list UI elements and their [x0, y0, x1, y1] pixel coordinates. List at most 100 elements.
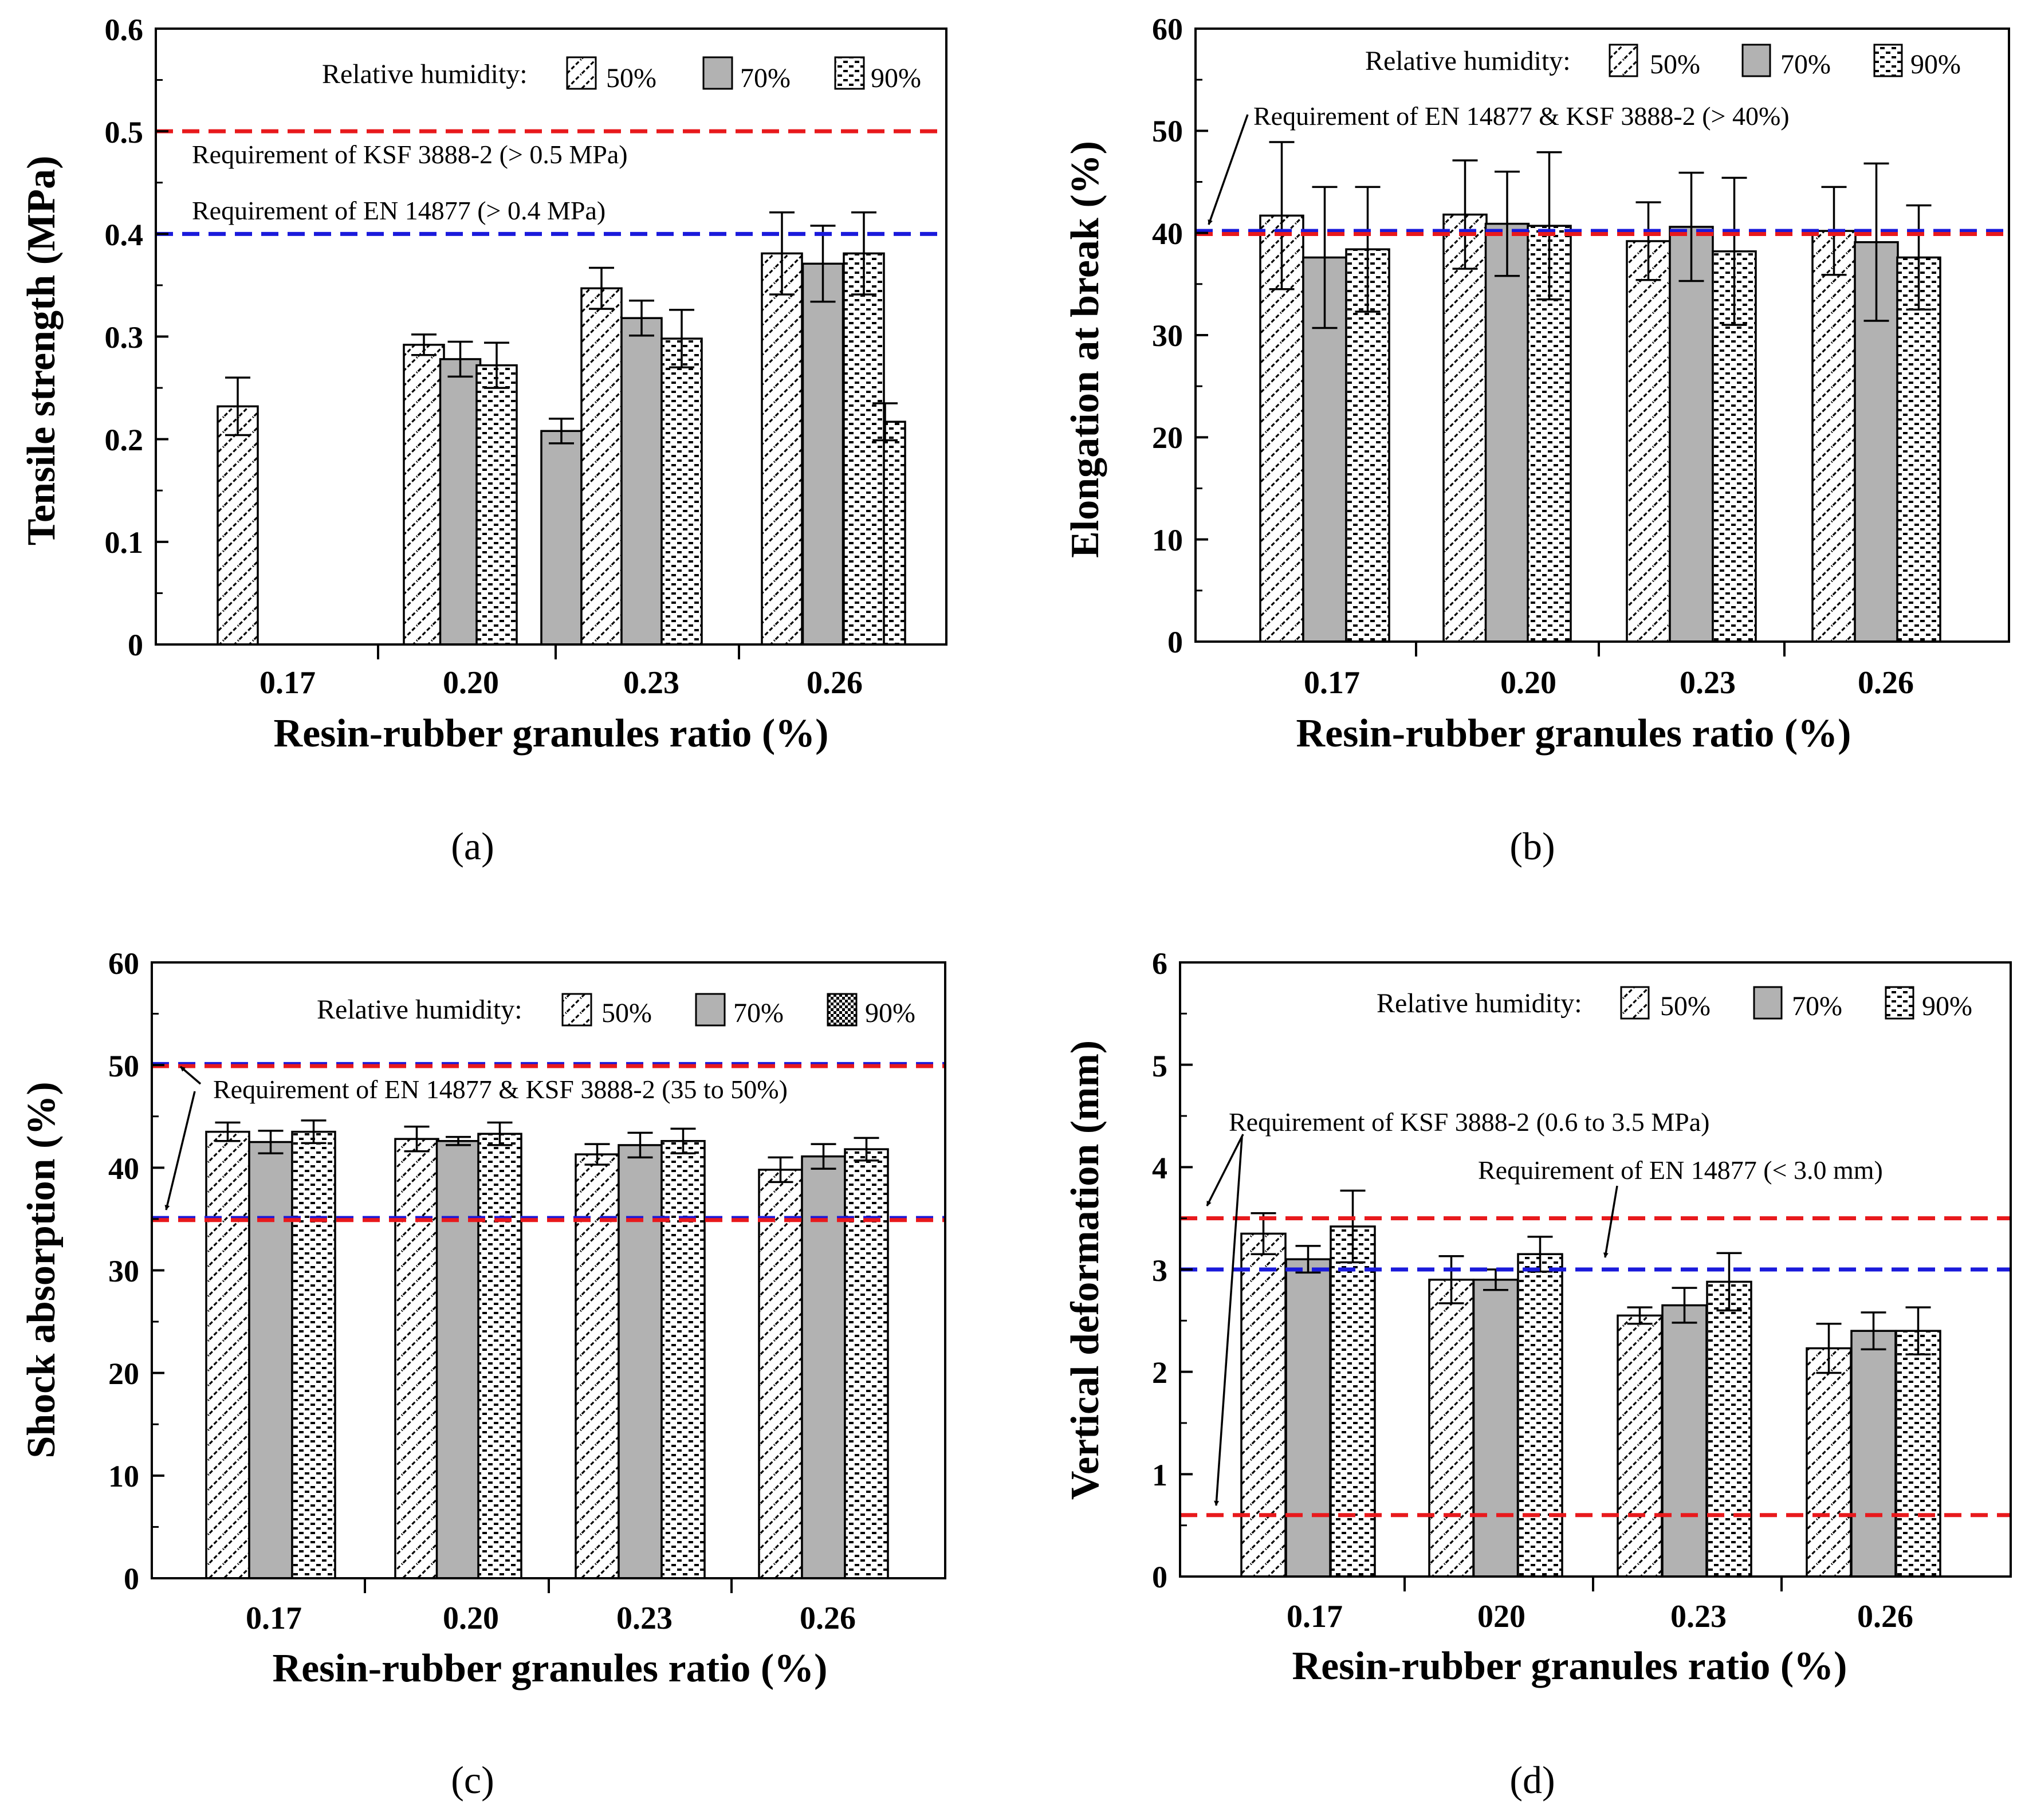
bar-0.26-70%	[801, 262, 844, 646]
panel-a-bars	[217, 252, 906, 646]
bar-0.23-50%	[1626, 240, 1671, 643]
y-tick-label: 2	[1152, 1355, 1167, 1390]
error-bar	[627, 1131, 653, 1159]
error-bar	[215, 1121, 241, 1142]
bar-0.20-50%	[394, 1138, 439, 1579]
panel-c-caption: (c)	[451, 1758, 494, 1802]
panel-d-annotation-arrow-upper	[1206, 1134, 1244, 1206]
y-tick-label: 0	[1152, 1560, 1167, 1594]
bar-0.20-90%	[475, 364, 518, 646]
bar-0.17-90%	[291, 1130, 336, 1579]
y-tick-label: 20	[108, 1357, 139, 1391]
error-bar	[1672, 1287, 1697, 1324]
error-bar	[669, 309, 694, 368]
legend-title: Relative humidity:	[1365, 46, 1571, 76]
error-bar	[1527, 1236, 1553, 1273]
error-bar	[1627, 1306, 1653, 1325]
panel-a-x-axis-label: Resin-rubber granules ratio (%)	[274, 712, 829, 756]
x-tick-label: 0.23	[1670, 1599, 1727, 1634]
legend-swatch-90	[1885, 986, 1914, 1020]
x-tick-label: 020	[1477, 1599, 1525, 1634]
error-bar	[1816, 1322, 1842, 1374]
panel-c-reference-lines	[152, 1062, 945, 1222]
panel-d-legend: Relative humidity: 50% 70% 90%	[1377, 986, 1972, 1021]
bar-0.26-90%	[843, 252, 885, 646]
panel-d-annotation-ksf: Requirement of KSF 3888-2 (0.6 to 3.5 MP…	[1229, 1107, 1709, 1137]
error-bar	[1438, 1255, 1464, 1304]
legend-label: 50%	[601, 998, 652, 1028]
legend-title: Relative humidity:	[317, 994, 522, 1025]
panel-b-x-axis-label: Resin-rubber granules ratio (%)	[1296, 712, 1851, 756]
panel-a-annotation-ksf: Requirement of KSF 3888-2 (> 0.5 MPa)	[192, 140, 628, 169]
bar-0.17-50%	[1240, 1232, 1287, 1578]
legend-swatch-50	[566, 56, 597, 90]
error-bar	[811, 1143, 836, 1170]
error-bar	[1269, 141, 1295, 290]
error-bar	[1295, 1245, 1321, 1274]
y-tick-label: 50	[1152, 114, 1183, 148]
bar-0.26-50%	[1806, 1347, 1852, 1578]
x-tick-label: 0.17	[1287, 1599, 1343, 1634]
legend-label: 70%	[740, 63, 791, 93]
y-tick-label: 0	[1167, 625, 1183, 659]
panel-b-axis-ticks	[1196, 27, 1786, 657]
panel-a-error-bars	[225, 211, 898, 445]
y-tick-label: 3	[1152, 1253, 1167, 1288]
error-bar	[301, 1119, 327, 1145]
error-bar	[1635, 201, 1661, 281]
error-bar	[1312, 186, 1338, 329]
x-tick-label: 0.20	[443, 665, 499, 701]
error-bar	[584, 1143, 610, 1166]
legend-label: 50%	[1660, 991, 1711, 1021]
legend-swatch-90	[834, 56, 865, 90]
legend-label: 90%	[871, 63, 921, 93]
panel-c-y-axis-label: Shock absorption (%)	[19, 1082, 64, 1458]
bar-0.23-70%	[620, 317, 663, 646]
panel-b-x-tick-labels: 0.17 0.20 0.23 0.26	[1304, 665, 1914, 701]
y-tick-label: 10	[1152, 523, 1183, 557]
panel-c-x-axis-label: Resin-rubber granules ratio (%)	[273, 1646, 828, 1691]
panel-c: 0 10 20 30 40 50 60 0.17 0.20 0.23 0.26 …	[19, 946, 946, 1802]
bar-0.23-70%	[1661, 1304, 1708, 1578]
bar-0.26-90%	[1896, 256, 1941, 643]
x-tick-label: 0.23	[623, 665, 679, 701]
y-tick-label: 6	[1152, 946, 1167, 981]
error-bar	[589, 266, 614, 310]
panel-d-bars	[1240, 1225, 1941, 1578]
bar-0.23-50%	[1617, 1314, 1663, 1578]
error-bar	[629, 300, 654, 337]
panel-c-bars	[205, 1130, 889, 1579]
y-tick-label: 40	[1152, 217, 1183, 251]
bar-0.23-50%	[580, 287, 623, 646]
legend-swatch-70	[702, 56, 733, 90]
y-tick-label: 0.3	[105, 320, 144, 355]
legend-label: 90%	[865, 998, 915, 1028]
x-tick-label: 0.26	[800, 1601, 856, 1636]
bar-0.20-70%	[1484, 222, 1530, 643]
error-bar	[1340, 1189, 1366, 1264]
panel-d-caption: (d)	[1509, 1758, 1555, 1802]
panel-d-reference-lines	[1180, 1216, 2011, 1518]
panel-d: 0 1 2 3 4 5 6 0.17 020 0.23 0.26 Vertica…	[1063, 946, 2012, 1802]
legend-swatch-90	[827, 993, 858, 1027]
error-bar	[1495, 170, 1520, 277]
bar-0.20-90%	[477, 1133, 522, 1579]
y-tick-label: 0.6	[105, 13, 144, 47]
error-bar	[404, 1125, 430, 1153]
legend-title: Relative humidity:	[322, 59, 528, 89]
bar-020-90%	[1517, 1253, 1563, 1578]
error-bar	[258, 1130, 284, 1154]
error-bar	[1355, 186, 1381, 313]
x-tick-label: 0.26	[1857, 1599, 1913, 1634]
legend-title: Relative humidity:	[1377, 988, 1582, 1019]
panel-d-y-axis-label: Vertical deformation (mm)	[1063, 1040, 1107, 1500]
bar-0.26-50%	[758, 1169, 803, 1579]
y-tick-label: 40	[108, 1151, 139, 1186]
error-bar	[487, 1121, 513, 1146]
y-tick-label: 30	[1152, 319, 1183, 353]
error-bar	[768, 1156, 793, 1184]
x-tick-label: 0.26	[807, 665, 863, 701]
error-bar	[854, 1137, 879, 1162]
panel-b-y-axis-label: Elongation at break (%)	[1063, 141, 1107, 558]
